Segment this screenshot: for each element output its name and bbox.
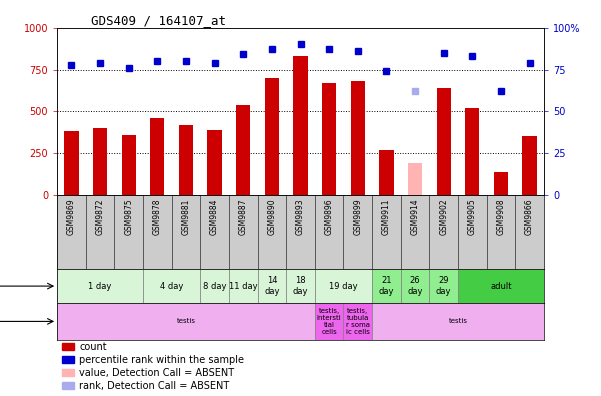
Bar [62,356,74,363]
Text: percentile rank within the sample: percentile rank within the sample [79,354,244,364]
Text: GSM9914: GSM9914 [410,199,419,235]
Text: 14
day: 14 day [264,276,279,296]
Bar [522,137,537,195]
Bar [408,163,422,195]
Bar [372,269,401,303]
Bar [236,105,251,195]
Text: 11 day: 11 day [229,282,258,291]
Bar [57,269,143,303]
Bar [293,56,308,195]
Text: GDS409 / 164107_at: GDS409 / 164107_at [91,13,226,27]
Text: GSM9911: GSM9911 [382,199,391,235]
Text: 8 day: 8 day [203,282,227,291]
Text: testis,
tubula
r soma
ic cells: testis, tubula r soma ic cells [346,308,370,335]
Bar [494,171,508,195]
Text: GSM9872: GSM9872 [96,199,105,235]
Bar [150,118,165,195]
Bar [429,269,458,303]
Text: testis: testis [177,318,195,324]
Text: count: count [79,341,106,352]
Text: testis: testis [448,318,468,324]
Text: GSM9908: GSM9908 [496,199,505,235]
Text: 19 day: 19 day [329,282,358,291]
Text: GSM9905: GSM9905 [468,199,477,236]
Text: 26
day: 26 day [407,276,423,296]
Text: GSM9875: GSM9875 [124,199,133,235]
Bar [62,369,74,376]
Text: 29
day: 29 day [436,276,451,296]
Bar [343,303,372,340]
Text: GSM9866: GSM9866 [525,199,534,235]
Text: GSM9869: GSM9869 [67,199,76,235]
Text: 21
day: 21 day [379,276,394,296]
Text: GSM9887: GSM9887 [239,199,248,235]
Bar [121,135,136,195]
Bar [207,130,222,195]
Bar [379,150,394,195]
Text: GSM9881: GSM9881 [182,199,191,235]
Bar [315,269,372,303]
Bar [458,269,544,303]
Text: 1 day: 1 day [88,282,112,291]
Text: testis,
intersti
tial
cells: testis, intersti tial cells [317,308,341,335]
Bar [322,83,337,195]
Bar [372,303,544,340]
Text: adult: adult [490,282,511,291]
Text: GSM9890: GSM9890 [267,199,276,235]
Text: GSM9902: GSM9902 [439,199,448,235]
Text: 4 day: 4 day [160,282,183,291]
Bar [258,269,286,303]
Bar [179,125,193,195]
Text: rank, Detection Call = ABSENT: rank, Detection Call = ABSENT [79,381,229,390]
Bar [350,81,365,195]
Text: GSM9884: GSM9884 [210,199,219,235]
Text: GSM9896: GSM9896 [325,199,334,235]
Bar [143,269,200,303]
Text: GSM9893: GSM9893 [296,199,305,235]
Text: 18
day: 18 day [293,276,308,296]
Bar [64,131,79,195]
Bar [200,269,229,303]
Bar [264,78,279,195]
Text: value, Detection Call = ABSENT: value, Detection Call = ABSENT [79,367,234,377]
Bar [229,269,258,303]
Text: GSM9878: GSM9878 [153,199,162,235]
Bar [57,303,315,340]
Bar [62,382,74,389]
Bar [286,269,315,303]
Bar [93,128,107,195]
Bar [465,108,480,195]
Bar [401,269,429,303]
Bar [436,88,451,195]
Text: GSM9899: GSM9899 [353,199,362,235]
Bar [315,303,343,340]
Bar [62,343,74,350]
